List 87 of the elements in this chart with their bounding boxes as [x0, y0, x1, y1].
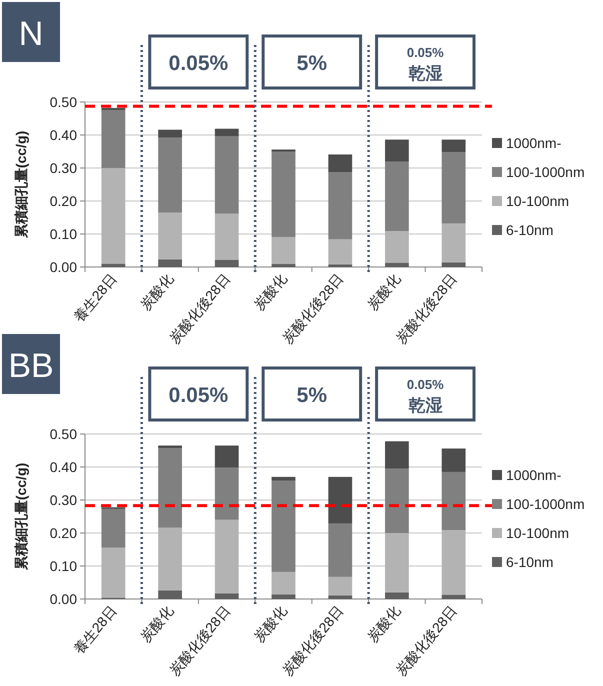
bar [442, 594, 466, 599]
x-tick-label: 炭酸化 [250, 602, 290, 646]
bar [272, 594, 296, 599]
legend-label: 100-1000nm [506, 496, 585, 512]
legend-label: 1000nm- [506, 135, 562, 151]
y-tick-label: 0.20 [50, 193, 78, 209]
text: 0.05% [168, 384, 229, 407]
bar [214, 446, 239, 468]
text: 0.05% 乾湿 [406, 377, 444, 415]
bar [158, 130, 182, 138]
bar [328, 476, 352, 524]
bar [328, 264, 352, 267]
bar [158, 259, 182, 267]
bar [272, 480, 296, 572]
bar [214, 520, 239, 594]
y-tick-label: 0.30 [50, 492, 78, 508]
bar [442, 530, 466, 595]
bar [442, 140, 466, 152]
legend-label: 100-1000nm [506, 164, 585, 180]
chart-title: BB [8, 347, 54, 385]
text: 0.05% 乾湿 [406, 45, 444, 83]
chart-title: N [18, 15, 44, 53]
bar [385, 468, 409, 533]
y-axis-title: 累積細孔量(cc/g) [13, 130, 29, 240]
bar [158, 448, 182, 528]
bar [385, 262, 409, 267]
bar [385, 140, 409, 162]
bar [101, 508, 126, 548]
x-tick-label: 炭酸化 [364, 602, 404, 646]
text: 0.05% [168, 52, 229, 75]
bar [214, 136, 239, 214]
bar [214, 214, 239, 260]
legend-label: 6-10nm [506, 554, 554, 570]
bar [101, 168, 126, 264]
y-tick-label: 0.10 [50, 226, 78, 242]
bar [442, 223, 466, 262]
bar [442, 472, 466, 530]
y-tick-label: 0.40 [50, 459, 78, 475]
bar [272, 236, 296, 264]
bar [385, 231, 409, 263]
bar [158, 528, 182, 590]
x-tick-label: 炭酸化 [137, 602, 176, 646]
text: 5% [296, 384, 328, 407]
bar [272, 264, 296, 267]
bar [272, 476, 296, 481]
bar [328, 154, 352, 172]
y-tick-label: 0.10 [50, 558, 78, 574]
legend-label: 6-10nm [506, 222, 554, 238]
x-tick-label: 炭酸化 [137, 270, 176, 314]
bar [214, 468, 239, 520]
legend-label: 1000nm- [506, 467, 562, 483]
legend-label: 10-100nm [506, 193, 570, 209]
bar [328, 239, 352, 264]
bar [385, 162, 409, 232]
bar [385, 441, 409, 469]
bar [328, 523, 352, 577]
bar [328, 595, 352, 599]
bar [158, 590, 182, 599]
bar [328, 172, 352, 240]
bar [442, 152, 466, 224]
bar [214, 593, 239, 599]
bar [328, 576, 352, 596]
bar [101, 264, 126, 267]
bar [101, 548, 126, 598]
bar [158, 446, 182, 448]
legend-label: 10-100nm [506, 525, 570, 541]
bar [214, 128, 239, 136]
bar [101, 108, 126, 110]
y-tick-label: 0.50 [50, 426, 78, 442]
bar [101, 110, 126, 168]
bar [442, 262, 466, 267]
text: 5% [296, 52, 328, 75]
bar [158, 212, 182, 260]
bar [442, 448, 466, 472]
bar [385, 533, 409, 592]
y-tick-label: 0.40 [50, 127, 78, 143]
x-tick-label: 炭酸化 [250, 270, 290, 314]
bar [385, 592, 409, 599]
y-tick-label: 0.20 [50, 525, 78, 541]
y-axis-title: 累積細孔量(cc/g) [13, 462, 29, 572]
bar [158, 138, 182, 213]
bar [214, 260, 239, 267]
bar [272, 152, 296, 237]
y-tick-label: 0.30 [50, 160, 78, 176]
y-tick-label: 0.50 [50, 94, 78, 110]
x-tick-label: 炭酸化 [364, 270, 404, 314]
bar [272, 572, 296, 594]
